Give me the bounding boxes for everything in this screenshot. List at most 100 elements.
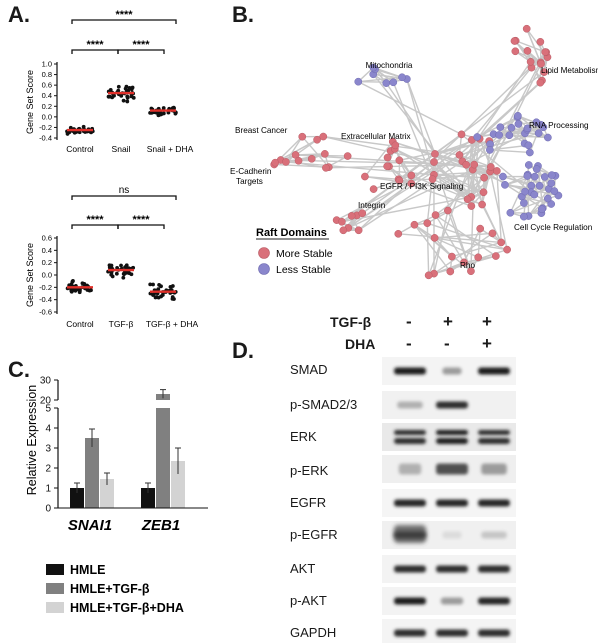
network-node — [540, 173, 549, 181]
network-node — [497, 238, 506, 247]
network-node — [523, 172, 532, 180]
data-point — [124, 270, 129, 275]
treatment-value: - — [444, 334, 450, 353]
group-label: TGF-β — [109, 319, 134, 329]
cluster-label-cell-cycle: Cell Cycle Regulation — [514, 223, 593, 232]
blot-label: p-AKT — [290, 593, 327, 608]
network-edge — [526, 28, 542, 65]
blot-band — [394, 430, 426, 435]
data-point — [114, 271, 119, 276]
data-point — [127, 85, 132, 90]
blot-band — [442, 367, 462, 375]
y-ticks: 0.6 0.4 0.2 0.0 -0.2 -0.4 -0.6 — [39, 234, 57, 317]
network-node — [550, 187, 559, 195]
y-tick-label: 0.0 — [42, 112, 52, 121]
network-node — [474, 253, 483, 262]
network-node — [495, 131, 503, 139]
network-node — [395, 176, 404, 185]
bar — [100, 479, 114, 508]
panel-b-network: Mitochondria Lipid Metabolism RNA Proces… — [230, 24, 598, 280]
treatment-value: + — [443, 312, 453, 331]
network-node — [547, 179, 556, 188]
y-tick-label: -0.2 — [39, 283, 52, 292]
cluster-label-lipid-metabolism: Lipid Metabolism — [541, 66, 598, 75]
y-tick-label: 0.4 — [42, 91, 52, 100]
network-edge — [470, 164, 475, 272]
network-node — [354, 226, 363, 235]
network-node — [540, 68, 548, 76]
data-point — [130, 85, 135, 90]
network-edge — [481, 171, 491, 205]
network-nodes — [270, 24, 563, 280]
data-point — [159, 112, 164, 116]
data-point — [116, 88, 121, 93]
network-edge — [343, 169, 474, 231]
network-node — [536, 78, 545, 87]
cluster-label-integrin: Integrin — [358, 201, 386, 210]
blot-label: GAPDH — [290, 625, 337, 640]
y-tick-label: 5 — [45, 404, 51, 415]
blot-band — [481, 531, 507, 539]
network-node — [544, 133, 552, 142]
network-node — [430, 234, 439, 242]
network-edge — [435, 177, 485, 216]
network-edge — [427, 222, 508, 251]
blot-label: SMAD — [290, 362, 328, 377]
y-ticks: 1.00.8 0.60.4 0.20.0 -0.2 -0.4 — [39, 60, 57, 143]
y-tick-label: -0.4 — [39, 295, 52, 304]
network-node — [520, 212, 528, 221]
network-node — [547, 171, 556, 179]
network-node — [395, 156, 404, 165]
network-node — [520, 199, 528, 207]
network-node — [486, 163, 495, 171]
network-node — [514, 111, 522, 120]
data-point — [151, 282, 155, 287]
data-point — [129, 272, 134, 277]
data-point — [72, 130, 77, 135]
network-node — [534, 129, 543, 138]
sig-label: **** — [86, 39, 104, 51]
network-node — [503, 245, 511, 254]
sig-label: ns — [119, 185, 130, 196]
network-node — [339, 226, 348, 235]
network-edge — [392, 140, 467, 166]
network-node — [486, 146, 494, 154]
network-node — [369, 63, 378, 72]
mean-lines — [67, 268, 176, 293]
network-edge — [434, 232, 493, 239]
network-node — [448, 252, 456, 261]
cluster-labels: Mitochondria Lipid Metabolism RNA Proces… — [230, 61, 598, 270]
network-node — [382, 79, 391, 87]
network-node — [526, 57, 535, 66]
y-tick-label: -0.4 — [39, 134, 52, 143]
data-point — [121, 275, 126, 280]
network-edge — [465, 140, 490, 166]
blot-band — [436, 401, 468, 409]
blot-label: p-SMAD2/3 — [290, 397, 358, 412]
network-node — [527, 181, 536, 190]
network-node — [431, 211, 440, 219]
y-tick-label: 0.8 — [42, 70, 52, 79]
network-node — [492, 252, 500, 260]
data-point — [153, 295, 158, 300]
network-node — [532, 118, 541, 127]
network-edge — [394, 148, 484, 193]
network-edge — [529, 124, 542, 153]
legend-label: HMLE — [70, 563, 105, 577]
blot-band — [436, 629, 468, 637]
network-node — [462, 160, 471, 169]
panel-label-a: A. — [8, 2, 30, 27]
data-point — [125, 99, 130, 104]
network-node — [398, 73, 406, 82]
blot-band — [398, 463, 422, 475]
network-node — [354, 77, 363, 86]
data-point — [121, 98, 126, 103]
data-point — [156, 287, 161, 292]
treatment-name: DHA — [345, 336, 376, 352]
blot-band — [394, 367, 426, 375]
legend-swatch — [46, 583, 64, 594]
network-edge — [301, 136, 330, 168]
network-edge — [357, 81, 462, 135]
network-edge — [434, 237, 508, 251]
data-point — [81, 124, 86, 129]
